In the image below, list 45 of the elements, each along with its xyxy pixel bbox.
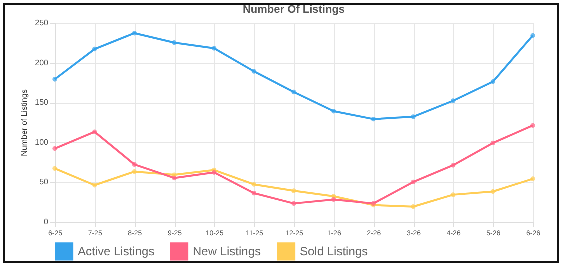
y-tick-label: 0 — [44, 218, 50, 226]
legend-label: Sold Listings — [300, 244, 368, 259]
legend-label: New Listings — [193, 244, 262, 259]
point — [172, 176, 177, 181]
point — [172, 40, 177, 46]
point — [450, 163, 456, 168]
point — [331, 109, 336, 114]
point — [411, 180, 416, 185]
point — [371, 116, 376, 122]
legend-label: Active Listings — [78, 244, 155, 259]
point — [252, 182, 257, 187]
point — [92, 46, 98, 52]
point — [92, 183, 98, 188]
point — [530, 176, 536, 182]
point — [450, 192, 456, 198]
point — [530, 123, 536, 128]
point — [411, 204, 416, 210]
point — [92, 130, 98, 134]
point — [132, 162, 138, 168]
point — [490, 189, 496, 194]
point — [252, 191, 257, 196]
point — [212, 170, 217, 175]
point — [292, 90, 296, 95]
point — [252, 69, 257, 74]
point — [132, 31, 138, 36]
point — [490, 140, 496, 146]
point — [292, 201, 296, 206]
y-tick-label: 50 — [40, 178, 50, 187]
y-axis-title: Number of Listings — [20, 90, 30, 156]
point — [212, 46, 217, 51]
point — [52, 77, 58, 82]
point — [52, 166, 58, 172]
y-tick-label: 100 — [35, 138, 50, 147]
y-tick-label: 200 — [35, 58, 50, 68]
chart-title: Number Of Listings — [242, 4, 346, 16]
point — [450, 98, 456, 104]
point — [530, 33, 536, 38]
y-tick-label: 250 — [35, 18, 50, 28]
point — [132, 170, 138, 174]
point — [292, 188, 296, 194]
point — [411, 114, 416, 120]
point — [52, 146, 58, 152]
y-tick-label: 150 — [35, 98, 50, 108]
point — [490, 80, 496, 84]
point — [331, 197, 336, 202]
